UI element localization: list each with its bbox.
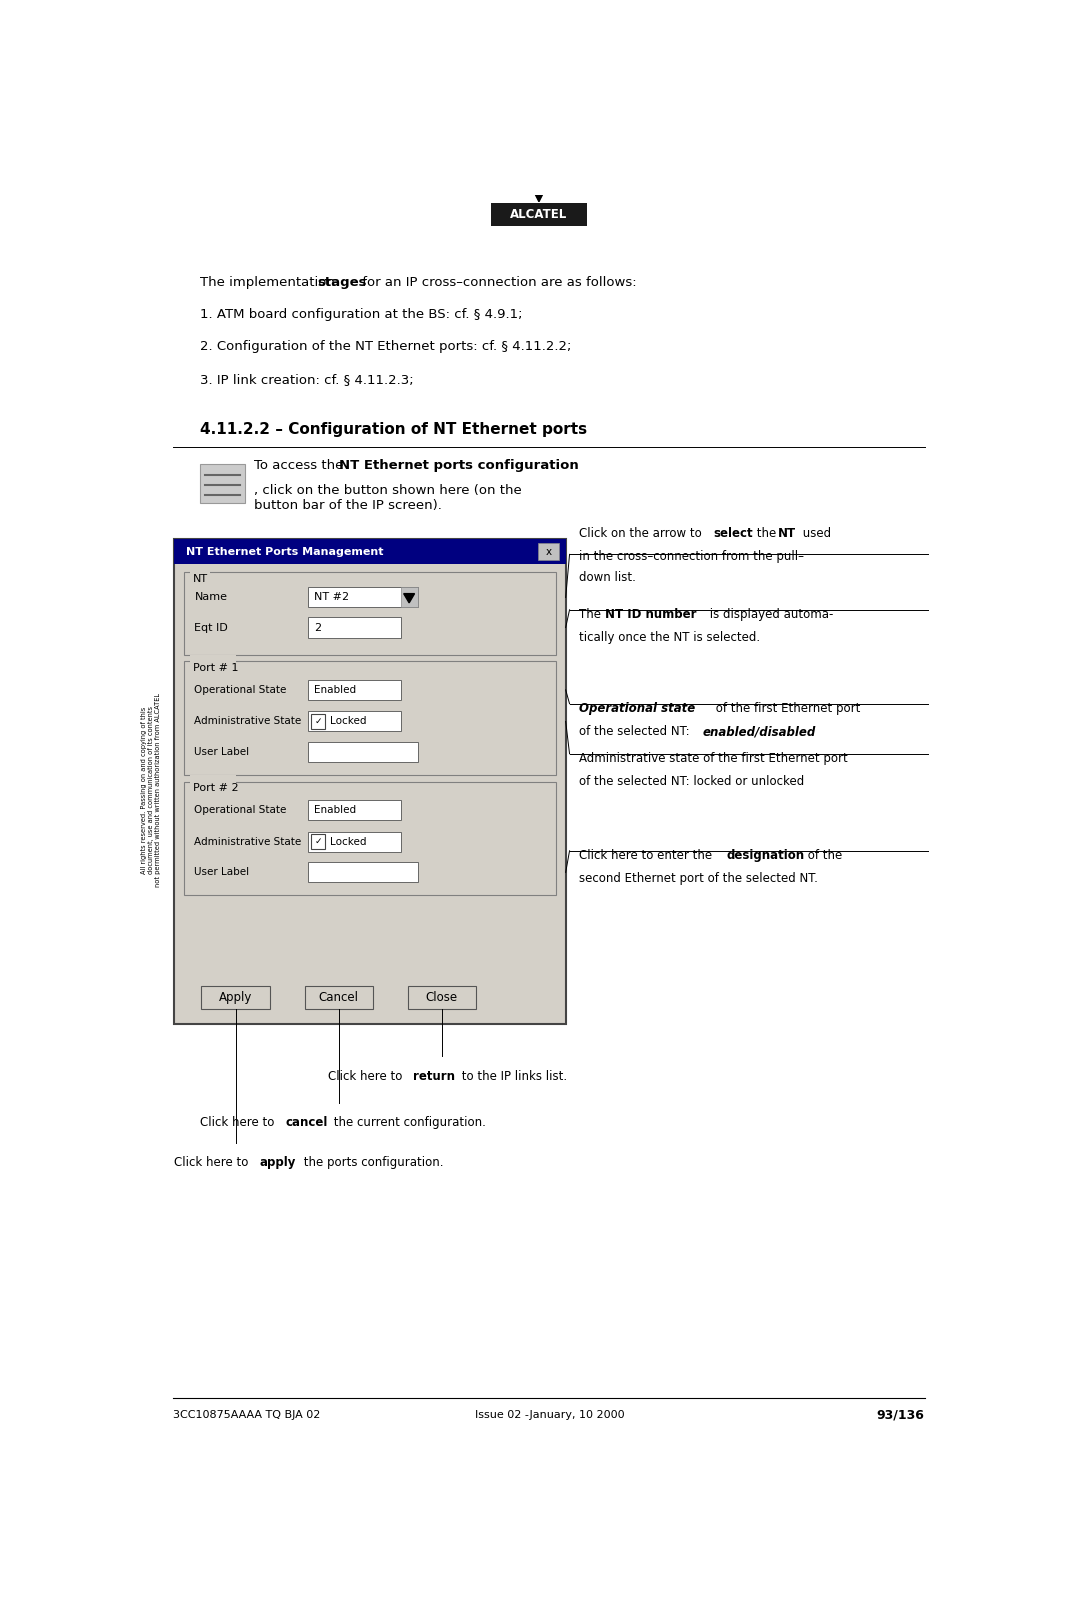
- FancyBboxPatch shape: [308, 742, 418, 763]
- FancyBboxPatch shape: [311, 834, 326, 849]
- Text: of the selected NT: locked or unlocked: of the selected NT: locked or unlocked: [579, 776, 804, 789]
- Text: ALCATEL: ALCATEL: [510, 208, 567, 221]
- Text: Port # 1: Port # 1: [193, 662, 238, 674]
- Text: Operational state: Operational state: [579, 703, 695, 716]
- FancyBboxPatch shape: [199, 464, 244, 503]
- Text: stages: stages: [317, 276, 368, 289]
- Text: designation: designation: [726, 849, 804, 862]
- Text: Locked: Locked: [330, 836, 367, 847]
- Text: second Ethernet port of the selected NT.: second Ethernet port of the selected NT.: [579, 872, 818, 886]
- FancyBboxPatch shape: [308, 711, 401, 732]
- Text: 2. Configuration of the NT Ethernet ports: cf. § 4.11.2.2;: 2. Configuration of the NT Ethernet port…: [199, 341, 571, 354]
- Text: of the selected NT:: of the selected NT:: [579, 725, 694, 738]
- Text: Administrative State: Administrative State: [194, 836, 301, 847]
- FancyBboxPatch shape: [407, 985, 476, 1008]
- Text: 4.11.2.2 – Configuration of NT Ethernet ports: 4.11.2.2 – Configuration of NT Ethernet …: [199, 422, 587, 437]
- Text: Cancel: Cancel: [318, 990, 359, 1003]
- Text: to the IP links list.: to the IP links list.: [458, 1070, 567, 1083]
- Text: x: x: [546, 547, 552, 557]
- Text: Click here to enter the: Click here to enter the: [579, 849, 716, 862]
- Text: User Label: User Label: [194, 867, 250, 878]
- Text: the current configuration.: the current configuration.: [330, 1117, 486, 1130]
- Text: down list.: down list.: [579, 571, 636, 584]
- FancyBboxPatch shape: [183, 662, 556, 776]
- Text: Name: Name: [194, 592, 227, 602]
- Text: All rights reserved. Passing on and copying of this
document, use and communicat: All rights reserved. Passing on and copy…: [142, 693, 161, 888]
- Text: Administrative state of the first Ethernet port: Administrative state of the first Ethern…: [579, 751, 848, 764]
- Text: enabled/disabled: enabled/disabled: [703, 725, 816, 738]
- Text: ✓: ✓: [314, 717, 322, 725]
- Text: for an IP cross–connection are as follows:: for an IP cross–connection are as follow…: [358, 276, 637, 289]
- Text: Issue 02 -January, 10 2000: Issue 02 -January, 10 2000: [475, 1410, 624, 1420]
- Text: The implementation: The implementation: [199, 276, 339, 289]
- Text: Close: Close: [426, 990, 458, 1003]
- Text: , click on the button shown here (on the
button bar of the IP screen).: , click on the button shown here (on the…: [254, 484, 522, 513]
- Text: apply: apply: [259, 1157, 296, 1170]
- Text: NT: NT: [778, 527, 796, 540]
- FancyBboxPatch shape: [175, 539, 566, 1024]
- FancyBboxPatch shape: [183, 782, 556, 896]
- FancyBboxPatch shape: [491, 203, 587, 226]
- FancyBboxPatch shape: [308, 862, 418, 883]
- Text: Enabled: Enabled: [314, 685, 356, 695]
- FancyBboxPatch shape: [308, 680, 401, 700]
- Text: To access the: To access the: [254, 459, 347, 472]
- Text: Click here to: Click here to: [199, 1117, 278, 1130]
- Text: Locked: Locked: [330, 716, 367, 727]
- Text: used: used: [799, 527, 831, 540]
- Text: cancel: cancel: [285, 1117, 328, 1130]
- FancyBboxPatch shape: [190, 776, 236, 792]
- Text: Operational State: Operational State: [194, 805, 287, 815]
- Text: Administrative State: Administrative State: [194, 716, 301, 727]
- Text: select: select: [713, 527, 753, 540]
- Text: Port # 2: Port # 2: [193, 782, 239, 794]
- Text: tically once the NT is selected.: tically once the NT is selected.: [579, 631, 760, 644]
- FancyBboxPatch shape: [304, 985, 373, 1008]
- Text: ✓: ✓: [314, 837, 322, 846]
- FancyBboxPatch shape: [175, 539, 566, 565]
- FancyBboxPatch shape: [308, 617, 401, 638]
- Text: in the cross–connection from the pull–: in the cross–connection from the pull–: [579, 550, 804, 563]
- Polygon shape: [404, 594, 415, 602]
- FancyBboxPatch shape: [177, 565, 563, 1021]
- Text: the: the: [754, 527, 780, 540]
- Text: NT #2: NT #2: [314, 592, 348, 602]
- FancyBboxPatch shape: [308, 800, 401, 820]
- Text: NT Ethernet Ports Management: NT Ethernet Ports Management: [185, 547, 384, 557]
- Text: Click here to: Click here to: [328, 1070, 406, 1083]
- FancyBboxPatch shape: [401, 588, 418, 607]
- Text: the ports configuration.: the ports configuration.: [300, 1157, 444, 1170]
- Text: is displayed automa-: is displayed automa-: [706, 609, 833, 622]
- FancyBboxPatch shape: [202, 985, 270, 1008]
- Text: The: The: [579, 609, 605, 622]
- Text: NT ID number: NT ID number: [606, 609, 697, 622]
- FancyBboxPatch shape: [308, 588, 418, 607]
- Text: of the: of the: [804, 849, 842, 862]
- Text: Click on the arrow to: Click on the arrow to: [579, 527, 705, 540]
- Text: Apply: Apply: [219, 990, 252, 1003]
- Text: of the first Ethernet port: of the first Ethernet port: [712, 703, 861, 716]
- FancyBboxPatch shape: [538, 544, 560, 560]
- Text: Enabled: Enabled: [314, 805, 356, 815]
- Text: Click here to: Click here to: [175, 1157, 252, 1170]
- Polygon shape: [532, 188, 546, 201]
- FancyBboxPatch shape: [308, 831, 401, 852]
- Text: NT Ethernet ports configuration: NT Ethernet ports configuration: [339, 459, 579, 472]
- Text: 3CC10875AAAA TQ BJA 02: 3CC10875AAAA TQ BJA 02: [173, 1410, 321, 1420]
- Text: Eqt ID: Eqt ID: [194, 623, 228, 633]
- FancyBboxPatch shape: [190, 656, 236, 672]
- Text: 3. IP link creation: cf. § 4.11.2.3;: 3. IP link creation: cf. § 4.11.2.3;: [199, 373, 414, 386]
- Text: 1. ATM board configuration at the BS: cf. § 4.9.1;: 1. ATM board configuration at the BS: cf…: [199, 308, 522, 321]
- FancyBboxPatch shape: [190, 566, 210, 581]
- Text: User Label: User Label: [194, 747, 250, 758]
- Text: 93/136: 93/136: [877, 1409, 924, 1422]
- FancyBboxPatch shape: [311, 714, 326, 729]
- Text: Operational State: Operational State: [194, 685, 287, 695]
- Text: 2: 2: [314, 623, 321, 633]
- FancyBboxPatch shape: [183, 571, 556, 656]
- Text: NT: NT: [193, 573, 208, 584]
- Text: return: return: [413, 1070, 455, 1083]
